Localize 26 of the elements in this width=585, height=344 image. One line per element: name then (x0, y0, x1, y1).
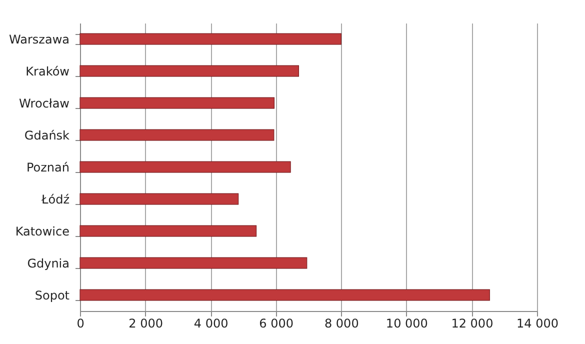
y-tick-label: Gdańsk (24, 128, 70, 142)
y-tick-label: Sopot (34, 288, 70, 302)
bar (80, 65, 300, 77)
y-tick-label: Poznań (26, 160, 70, 174)
x-tick-label: 10 000 (386, 316, 428, 330)
bar (80, 129, 274, 141)
y-tick-label: Wrocław (18, 96, 70, 110)
x-tick-label: 6 000 (259, 316, 294, 330)
y-tick-label: Łódź (40, 192, 70, 206)
bar (80, 225, 257, 237)
bar (80, 193, 239, 205)
x-tick-label: 2 000 (128, 316, 163, 330)
bar (80, 289, 490, 301)
y-tick-label: Katowice (15, 224, 70, 238)
x-tick-label: 4 000 (194, 316, 228, 330)
y-tick-label: Kraków (26, 64, 70, 78)
bar (80, 161, 291, 173)
bar (80, 33, 342, 45)
x-tick-label: 12 000 (451, 316, 494, 330)
x-tick-label: 0 (76, 316, 84, 330)
x-tick-label: 8 000 (324, 316, 359, 330)
y-tick-label: Gdynia (27, 256, 70, 270)
y-tick-label: Warszawa (9, 32, 70, 46)
bar (80, 97, 275, 109)
x-tick-label: 14 000 (516, 316, 558, 330)
bar (80, 257, 308, 269)
